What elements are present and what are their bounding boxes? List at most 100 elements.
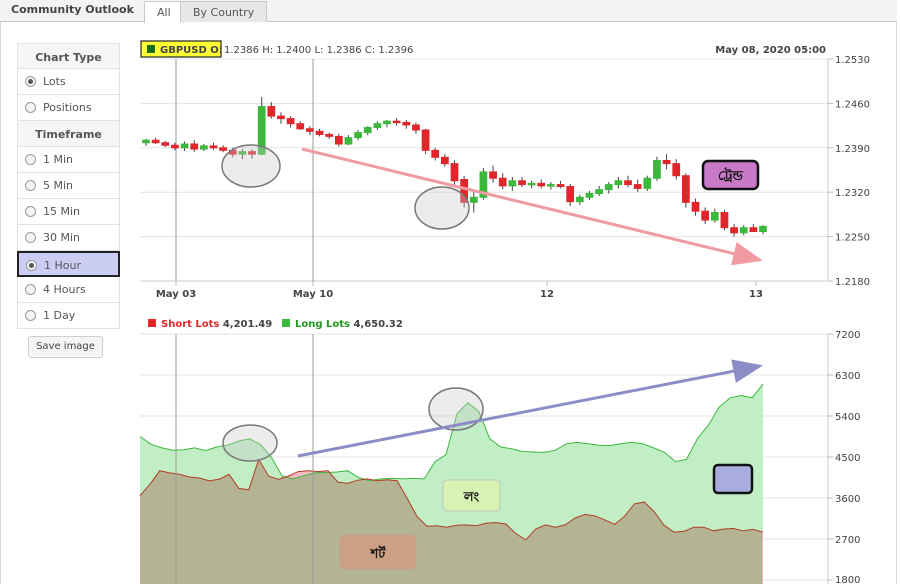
x-tick-label: 12: [540, 289, 554, 300]
radio-icon[interactable]: [25, 284, 36, 295]
candle-body: [749, 227, 758, 233]
radio-icon[interactable]: [25, 206, 36, 217]
candle-body: [238, 151, 247, 155]
short-label-box: [339, 534, 417, 570]
candle-body: [575, 196, 584, 203]
ohlc-values: 1.2386 H: 1.2400 L: 1.2386 C: 1.2396: [224, 45, 413, 56]
overlap-area: [140, 461, 762, 584]
radio-icon[interactable]: [26, 260, 37, 271]
price-y-ticks: 1.2530 1.2460 1.2390 1.2320 1.2250 1.2180: [828, 55, 870, 288]
candle-body: [653, 159, 661, 179]
radio-icon[interactable]: [25, 180, 36, 191]
candle-body: [691, 201, 700, 212]
timeframe-30-min[interactable]: 30 Min: [17, 225, 120, 251]
lots-y-ticks: 7200 6300 5400 4500 3600 2700 1800: [828, 330, 860, 584]
highlight-circle: [414, 186, 470, 230]
candle-body: [286, 118, 295, 125]
candle-body: [585, 192, 594, 198]
short-label: শর্ট: [370, 545, 387, 562]
sidebar: Chart Type Lots Positions Timeframe 1 Mi…: [17, 43, 120, 329]
candle-body: [614, 180, 623, 186]
timeframe-label: 30 Min: [43, 231, 81, 244]
candle-body: [171, 144, 179, 149]
candle-body: [363, 127, 372, 134]
candle-body: [142, 139, 150, 144]
color-box: [712, 463, 754, 495]
price-x-ticks: May 03 May 10 12 13: [156, 281, 763, 300]
candles: [142, 97, 767, 237]
content-frame: [0, 22, 897, 584]
downtrend-arrow: [301, 147, 763, 266]
candle-body: [354, 132, 362, 139]
chart-type-label: Positions: [43, 101, 92, 114]
candle-body: [489, 171, 497, 179]
candle-body: [479, 171, 488, 198]
candle-body: [296, 123, 305, 130]
short-lots-line: [139, 458, 764, 541]
candle-body: [402, 121, 411, 126]
short-legend: Short Lots 4,201.49: [161, 319, 272, 330]
candle-body: [537, 182, 546, 187]
candle-body: [710, 211, 719, 221]
candle-body: [759, 225, 767, 233]
highlight-circle: [222, 424, 278, 462]
radio-icon[interactable]: [25, 232, 36, 243]
candle-body: [595, 189, 603, 194]
candle-body: [334, 135, 343, 145]
candle-body: [672, 163, 681, 177]
candle-body: [730, 227, 738, 234]
candle-body: [306, 128, 314, 132]
candle-body: [325, 133, 334, 137]
highlight-circle: [428, 387, 484, 431]
timeframe-5-min[interactable]: 5 Min: [17, 173, 120, 199]
candle-body: [219, 147, 227, 151]
candle-body: [440, 156, 449, 165]
timeframe-1-hour[interactable]: 1 Hour: [17, 251, 120, 277]
long-label-box: [442, 479, 501, 512]
tab-all[interactable]: All: [144, 1, 184, 23]
save-image-button[interactable]: Save image: [28, 336, 103, 358]
candle-body: [604, 184, 613, 191]
candle-body: [248, 151, 256, 155]
radio-icon[interactable]: [25, 154, 36, 165]
timeframe-4-hours[interactable]: 4 Hours: [17, 277, 120, 303]
candle-body: [469, 196, 478, 203]
candle-body: [720, 211, 729, 229]
y-tick-label: 3600: [835, 494, 860, 505]
x-tick-label: May 10: [293, 289, 333, 300]
radio-icon[interactable]: [25, 102, 36, 113]
tab-bar: Community Outlook All By Country: [0, 0, 897, 23]
candle-body: [151, 139, 160, 144]
candle-body: [161, 142, 170, 146]
timeframe-1-day[interactable]: 1 Day: [17, 303, 120, 329]
candle-body: [547, 184, 555, 187]
y-tick-label: 1800: [835, 575, 860, 584]
candle-body: [527, 182, 536, 186]
timeframe-15-min[interactable]: 15 Min: [17, 199, 120, 225]
candle-body: [190, 143, 199, 150]
long-legend-swatch: [282, 319, 290, 327]
y-tick-label: 5400: [835, 412, 860, 423]
candle-body: [633, 184, 642, 189]
candle-body: [209, 145, 218, 149]
candle-body: [566, 185, 575, 203]
long-legend: Long Lots 4,650.32: [295, 319, 403, 330]
timeframe-1-min[interactable]: 1 Min: [17, 147, 120, 173]
chart-type-lots[interactable]: Lots: [17, 69, 120, 95]
tab-by-country[interactable]: By Country: [180, 1, 268, 22]
candle-body: [199, 145, 208, 150]
radio-icon[interactable]: [25, 310, 36, 321]
candle-body: [643, 177, 652, 189]
candle-body: [556, 184, 565, 187]
chart-type-positions[interactable]: Positions: [17, 95, 120, 121]
uptrend-arrow: [297, 359, 763, 458]
page-title: Community Outlook: [11, 3, 134, 16]
y-tick-label: 7200: [835, 330, 860, 341]
radio-icon[interactable]: [25, 76, 36, 87]
highlight-circle: [221, 144, 281, 188]
candle-body: [450, 163, 459, 182]
timeframe-label: 1 Hour: [44, 259, 81, 272]
trend-label-box: [701, 159, 760, 191]
y-tick-label: 1.2320: [835, 188, 870, 199]
